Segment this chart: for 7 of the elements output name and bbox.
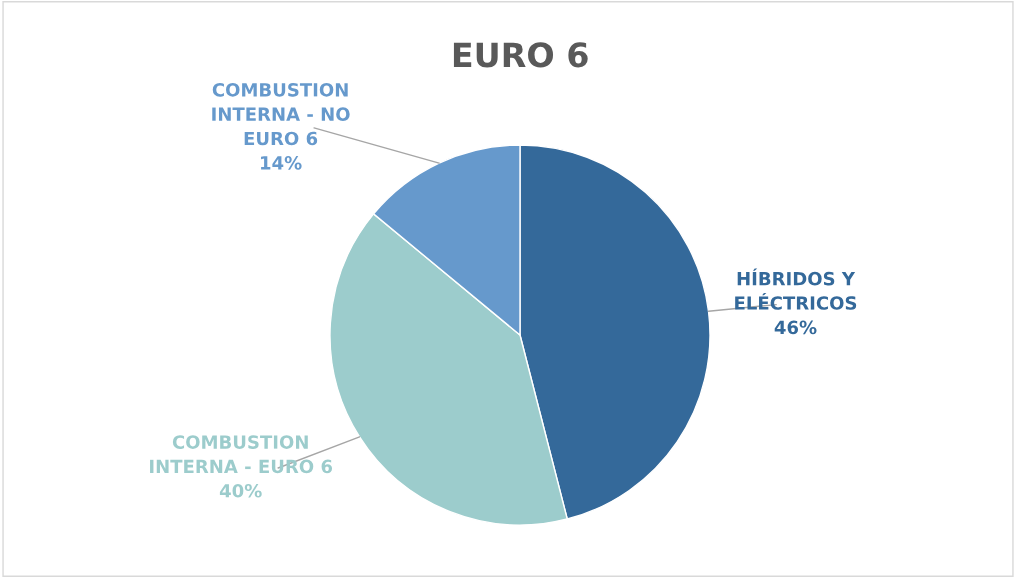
data-label: 40% [219,483,262,498]
chart-title: EURO 6 [453,42,588,68]
slice-label: COMBUSTION INTERNA - NO EURO 6 [212,82,350,146]
slice-label: HÍBRIDOS Y ELÉCTRICOS [735,268,857,310]
data-label: 14% [261,155,302,170]
slice-label: COMBUSTION INTERNA - EURO 6 [150,435,333,474]
data-label: 46% [774,320,817,335]
